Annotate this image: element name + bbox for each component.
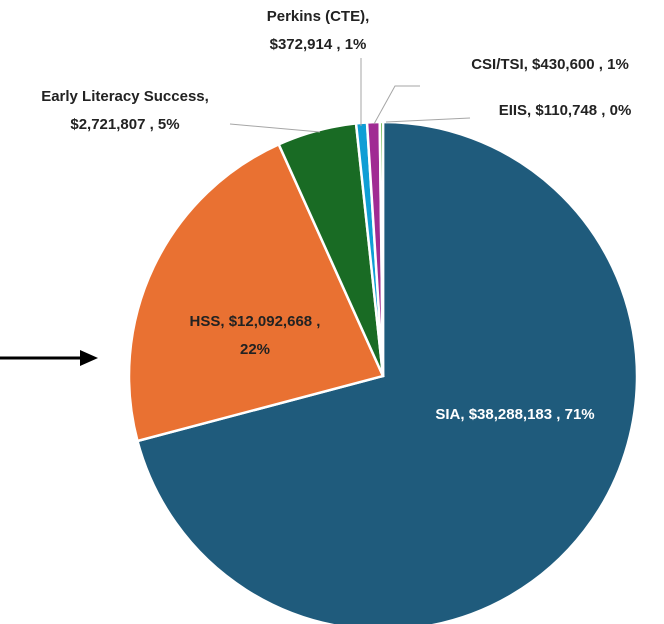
data-label: Perkins (CTE),	[267, 8, 370, 25]
data-label: 22%	[240, 341, 270, 358]
pie-slice	[378, 120, 385, 377]
arrow	[0, 350, 98, 366]
pie-slice	[135, 120, 639, 624]
pie-slice	[127, 142, 385, 443]
data-label: $2,721,807 , 5%	[70, 116, 179, 133]
data-label: EIIS, $110,748 , 0%	[499, 102, 632, 119]
data-label: Early Literacy Success,	[41, 88, 209, 105]
data-label: $372,914 , 1%	[270, 36, 367, 53]
data-label: CSI/TSI, $430,600 , 1%	[471, 56, 629, 73]
leader-line	[385, 117, 471, 123]
data-label: SIA, $38,288,183 , 71%	[435, 406, 594, 423]
data-label: HSS, $12,092,668 ,	[190, 313, 321, 330]
leader-line	[229, 123, 321, 133]
leader-line	[373, 85, 420, 125]
